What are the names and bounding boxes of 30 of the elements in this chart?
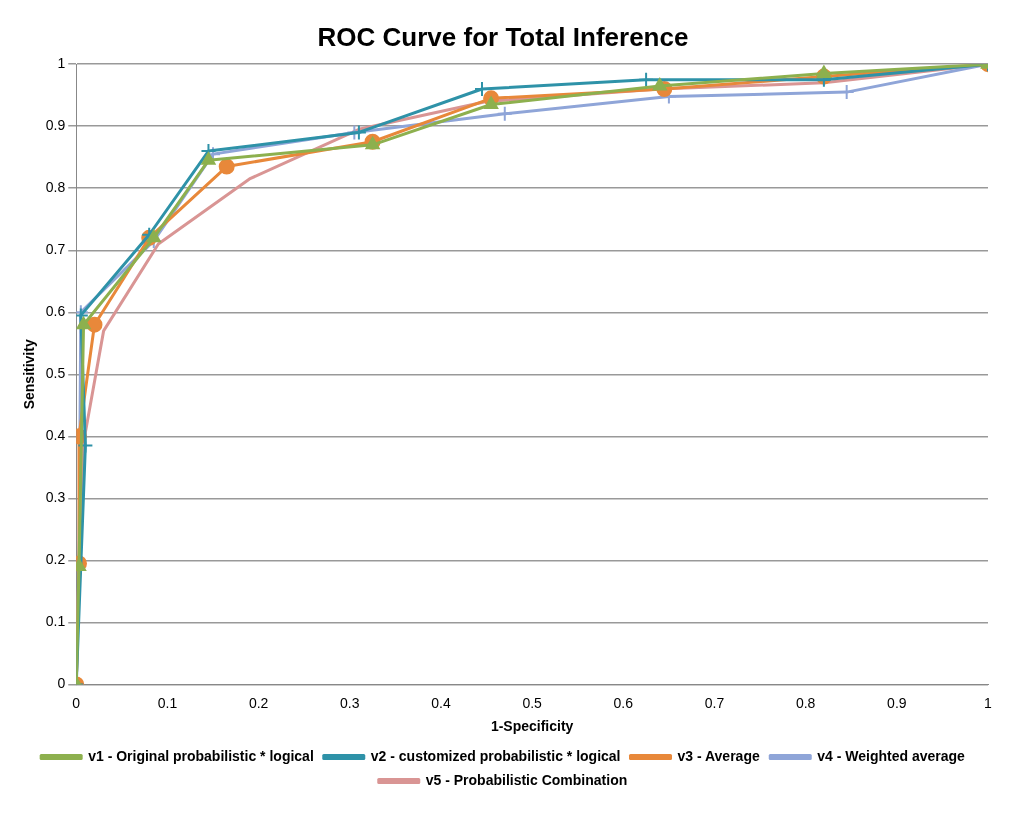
y-tick-label: 0.2 bbox=[45, 551, 66, 568]
x-tick-label: 0.2 bbox=[248, 694, 269, 711]
y-tick-label: 0.3 bbox=[45, 489, 66, 506]
x-tick-label: 0.5 bbox=[522, 694, 543, 711]
y-tick-label: 0.4 bbox=[45, 427, 66, 444]
x-tick-label: 0.1 bbox=[157, 694, 178, 711]
legend-label: v1 - Original probabilistic * logical bbox=[88, 747, 314, 764]
y-tick-label: 0.1 bbox=[45, 613, 66, 630]
x-tick-label: 1 bbox=[984, 694, 993, 711]
x-tick-label: 0.7 bbox=[704, 694, 725, 711]
legend-label: v3 - Average bbox=[677, 747, 760, 764]
x-tick-label: 0.9 bbox=[887, 694, 907, 711]
chart-title: ROC Curve for Total Inference bbox=[317, 21, 689, 52]
y-tick-label: 0.6 bbox=[45, 303, 66, 320]
y-tick-label: 0.5 bbox=[45, 365, 66, 382]
x-tick-label: 0 bbox=[72, 694, 81, 711]
x-tick-label: 0.3 bbox=[340, 694, 360, 711]
x-tick-label: 0.8 bbox=[795, 694, 816, 711]
y-axis-title: Sensitivity bbox=[21, 339, 38, 410]
y-tick-label: 0.9 bbox=[45, 117, 66, 134]
y-tick-label: 1 bbox=[57, 55, 66, 72]
legend-label: v4 - Weighted average bbox=[817, 747, 966, 764]
x-axis-title: 1-Specificity bbox=[490, 718, 574, 735]
y-tick-label: 0 bbox=[57, 675, 66, 692]
y-tick-label: 0.8 bbox=[45, 179, 66, 196]
x-tick-label: 0.4 bbox=[431, 694, 451, 711]
legend-label: v5 - Probabilistic Combination bbox=[425, 771, 628, 788]
y-tick-label: 0.7 bbox=[45, 241, 66, 258]
legend-label: v2 - customized probabilistic * logical bbox=[370, 747, 621, 764]
x-tick-label: 0.6 bbox=[613, 694, 634, 711]
